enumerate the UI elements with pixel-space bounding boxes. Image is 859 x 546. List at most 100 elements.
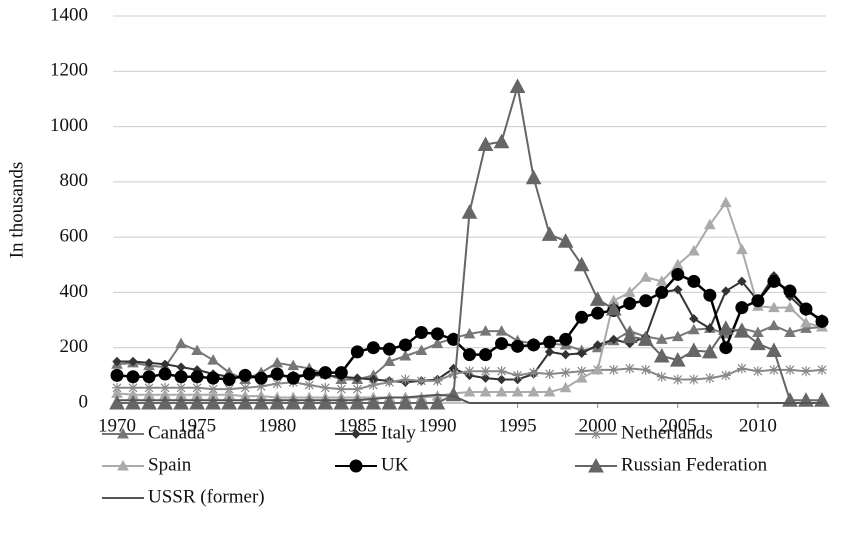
marker <box>718 320 734 335</box>
marker <box>141 394 157 410</box>
marker <box>495 325 508 336</box>
y-tick-label: 1400 <box>50 4 88 25</box>
marker <box>575 310 589 324</box>
marker <box>110 368 124 382</box>
marker <box>381 394 398 410</box>
legend-label: Spain <box>148 454 192 475</box>
marker <box>479 325 492 336</box>
legend-marker <box>591 429 601 439</box>
marker <box>721 286 731 296</box>
marker <box>157 394 173 410</box>
marker <box>431 337 444 349</box>
marker <box>621 328 638 344</box>
marker <box>735 301 749 315</box>
marker <box>768 319 780 331</box>
marker <box>605 300 622 316</box>
marker <box>429 394 446 410</box>
marker <box>144 358 154 368</box>
marker <box>672 374 683 385</box>
marker <box>702 343 718 359</box>
marker <box>511 339 525 353</box>
series-line <box>117 393 822 404</box>
marker <box>416 375 427 386</box>
marker <box>382 342 396 356</box>
marker <box>317 394 334 410</box>
y-tick-label: 800 <box>60 170 89 191</box>
marker <box>206 371 220 385</box>
marker <box>190 370 204 384</box>
legend-label: UK <box>381 454 409 475</box>
marker <box>655 333 668 344</box>
marker <box>784 364 795 375</box>
marker <box>687 244 700 256</box>
marker <box>271 356 284 368</box>
marker <box>608 364 619 375</box>
marker <box>527 338 541 352</box>
marker <box>624 363 635 374</box>
marker <box>128 356 138 367</box>
x-tick-label: 1970 <box>98 415 136 436</box>
marker <box>463 385 476 397</box>
marker <box>128 382 139 393</box>
marker <box>176 362 186 372</box>
marker <box>350 345 364 359</box>
marker <box>240 382 251 393</box>
legend-label: Russian Federation <box>621 454 768 475</box>
marker <box>639 271 652 282</box>
marker <box>125 394 141 410</box>
marker <box>784 301 796 313</box>
marker <box>175 337 187 349</box>
marker <box>479 385 492 397</box>
x-tick-label: 2000 <box>579 415 617 436</box>
y-tick-label: 400 <box>60 281 89 302</box>
marker <box>446 332 460 346</box>
marker <box>142 370 156 384</box>
marker <box>656 371 667 382</box>
marker <box>448 368 459 379</box>
marker <box>560 367 571 378</box>
marker <box>512 370 523 381</box>
marker <box>689 313 699 324</box>
marker <box>238 368 252 382</box>
marker <box>544 368 555 379</box>
marker <box>463 348 476 362</box>
marker <box>784 326 796 338</box>
marker <box>673 284 683 295</box>
marker <box>687 274 701 288</box>
marker <box>173 394 189 410</box>
marker <box>688 374 699 385</box>
marker <box>608 334 619 345</box>
marker <box>496 366 507 377</box>
marker <box>768 364 779 375</box>
y-tick-label: 1200 <box>50 60 88 81</box>
marker <box>158 367 172 381</box>
x-tick-label: 1990 <box>418 415 456 436</box>
marker <box>573 256 590 272</box>
marker <box>669 352 686 367</box>
marker <box>576 366 587 377</box>
marker <box>543 385 556 397</box>
marker <box>430 327 444 341</box>
marker <box>671 267 685 281</box>
marker <box>477 136 494 152</box>
marker <box>191 344 203 355</box>
marker <box>703 288 717 302</box>
marker <box>720 196 732 208</box>
marker <box>736 363 747 374</box>
y-tick-label: 0 <box>79 391 89 412</box>
marker <box>509 78 526 93</box>
marker <box>752 366 763 377</box>
marker <box>333 394 350 410</box>
marker <box>272 378 283 389</box>
legend-label: Netherlands <box>621 422 713 443</box>
legend-marker <box>351 429 361 439</box>
marker <box>112 356 122 367</box>
marker <box>736 243 748 255</box>
marker <box>496 374 507 385</box>
legend-marker <box>588 457 604 473</box>
marker <box>511 385 524 397</box>
marker <box>817 364 827 375</box>
legend-label: USSR (former) <box>148 486 265 507</box>
marker <box>815 314 829 328</box>
marker <box>398 338 412 352</box>
